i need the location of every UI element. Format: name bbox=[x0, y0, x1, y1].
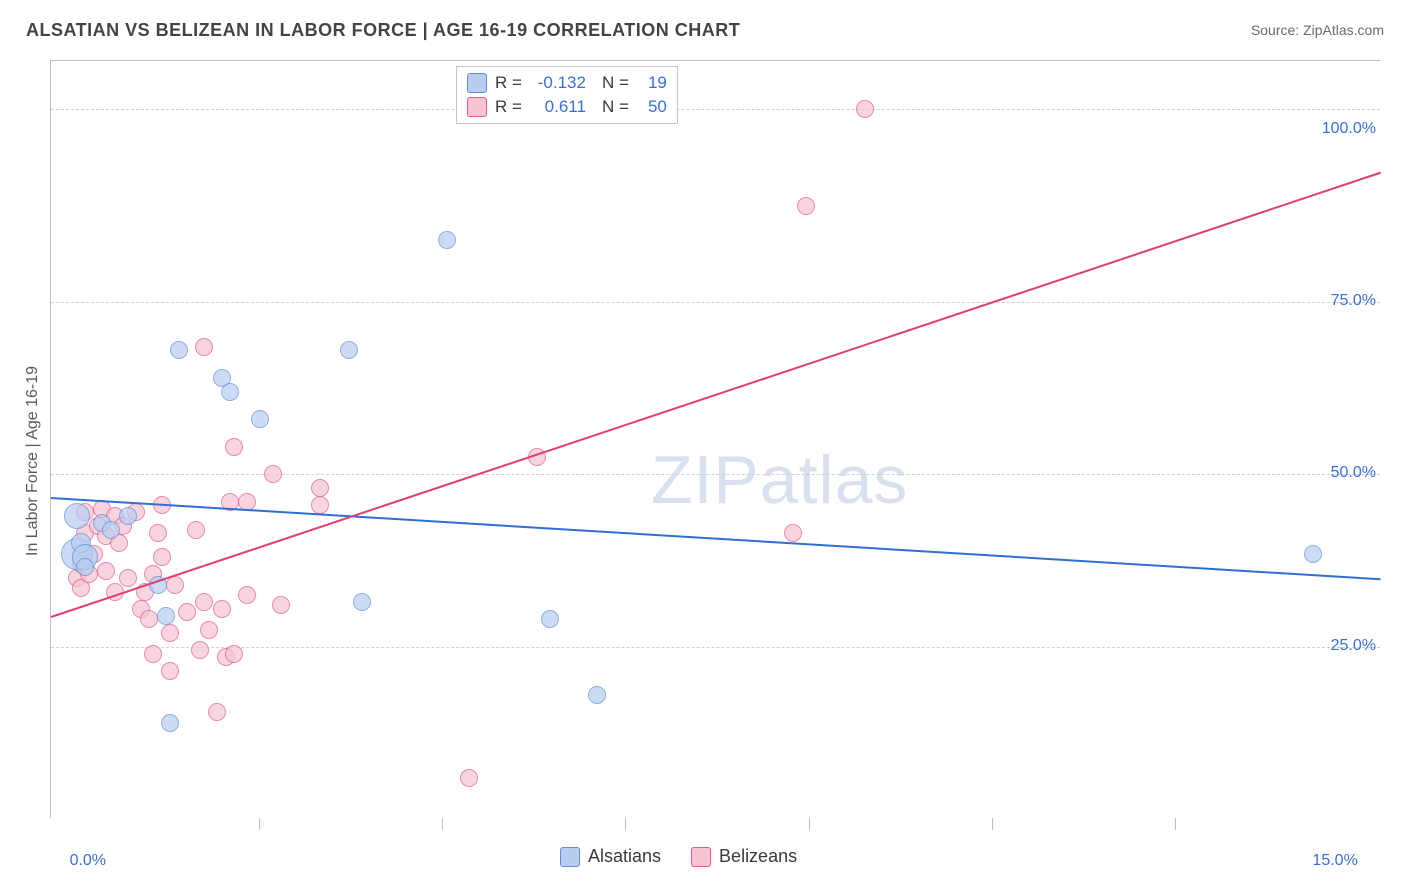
gridline bbox=[51, 109, 1380, 110]
legend-swatch bbox=[467, 97, 487, 117]
data-point bbox=[119, 507, 137, 525]
data-point bbox=[161, 662, 179, 680]
data-point bbox=[797, 197, 815, 215]
legend-swatch bbox=[467, 73, 487, 93]
data-point bbox=[161, 714, 179, 732]
data-point bbox=[272, 596, 290, 614]
x-tick bbox=[442, 818, 443, 830]
series-name: Alsatians bbox=[588, 846, 661, 867]
plot-area: ZIPatlas bbox=[50, 60, 1380, 818]
data-point bbox=[97, 562, 115, 580]
data-point bbox=[170, 341, 188, 359]
data-point bbox=[856, 100, 874, 118]
chart-title: ALSATIAN VS BELIZEAN IN LABOR FORCE | AG… bbox=[26, 20, 740, 41]
data-point bbox=[264, 465, 282, 483]
n-label: N = bbox=[602, 73, 629, 93]
r-label: R = bbox=[495, 73, 522, 93]
gridline bbox=[51, 474, 1380, 475]
legend-item: Alsatians bbox=[560, 846, 661, 867]
x-tick bbox=[625, 818, 626, 830]
data-point bbox=[64, 503, 90, 529]
data-point bbox=[153, 548, 171, 566]
n-label: N = bbox=[602, 97, 629, 117]
series-name: Belizeans bbox=[719, 846, 797, 867]
source-label: Source: bbox=[1251, 22, 1303, 38]
data-point bbox=[311, 479, 329, 497]
x-tick bbox=[809, 818, 810, 830]
n-value: 50 bbox=[637, 97, 667, 117]
trend-line bbox=[51, 171, 1382, 617]
x-tick bbox=[992, 818, 993, 830]
gridline bbox=[51, 647, 1380, 648]
data-point bbox=[76, 558, 94, 576]
r-value: -0.132 bbox=[530, 73, 586, 93]
data-point bbox=[340, 341, 358, 359]
legend-row: R = -0.132 N = 19 bbox=[467, 71, 667, 95]
data-point bbox=[221, 383, 239, 401]
data-point bbox=[225, 438, 243, 456]
data-point bbox=[784, 524, 802, 542]
data-point bbox=[191, 641, 209, 659]
data-point bbox=[140, 610, 158, 628]
gridline bbox=[51, 302, 1380, 303]
n-value: 19 bbox=[637, 73, 667, 93]
data-point bbox=[438, 231, 456, 249]
y-tick-label: 50.0% bbox=[1306, 464, 1376, 482]
series-legend: Alsatians Belizeans bbox=[560, 846, 797, 867]
y-tick-label: 75.0% bbox=[1306, 292, 1376, 310]
data-point bbox=[1304, 545, 1322, 563]
legend-item: Belizeans bbox=[691, 846, 797, 867]
data-point bbox=[102, 521, 120, 539]
r-label: R = bbox=[495, 97, 522, 117]
x-tick bbox=[1175, 818, 1176, 830]
y-tick-label: 100.0% bbox=[1306, 120, 1376, 138]
trend-line bbox=[51, 497, 1381, 580]
watermark: ZIPatlas bbox=[651, 441, 908, 519]
data-point bbox=[161, 624, 179, 642]
x-tick-label: 15.0% bbox=[1312, 852, 1357, 870]
source-value: ZipAtlas.com bbox=[1303, 22, 1384, 38]
data-point bbox=[225, 645, 243, 663]
data-point bbox=[208, 703, 226, 721]
legend-row: R = 0.611 N = 50 bbox=[467, 95, 667, 119]
data-point bbox=[187, 521, 205, 539]
r-value: 0.611 bbox=[530, 97, 586, 117]
chart-container: ALSATIAN VS BELIZEAN IN LABOR FORCE | AG… bbox=[0, 0, 1406, 892]
y-axis-title: In Labor Force | Age 16-19 bbox=[24, 366, 42, 556]
x-tick bbox=[259, 818, 260, 830]
data-point bbox=[144, 645, 162, 663]
data-point bbox=[460, 769, 478, 787]
legend-swatch bbox=[691, 847, 711, 867]
data-point bbox=[311, 496, 329, 514]
data-point bbox=[200, 621, 218, 639]
legend-swatch bbox=[560, 847, 580, 867]
data-point bbox=[251, 410, 269, 428]
data-point bbox=[213, 600, 231, 618]
data-point bbox=[541, 610, 559, 628]
correlation-legend: R = -0.132 N = 19 R = 0.611 N = 50 bbox=[456, 66, 678, 124]
data-point bbox=[149, 524, 167, 542]
source-attribution: Source: ZipAtlas.com bbox=[1251, 22, 1384, 38]
data-point bbox=[238, 586, 256, 604]
data-point bbox=[588, 686, 606, 704]
y-tick-label: 25.0% bbox=[1306, 637, 1376, 655]
data-point bbox=[157, 607, 175, 625]
data-point bbox=[353, 593, 371, 611]
data-point bbox=[119, 569, 137, 587]
data-point bbox=[195, 593, 213, 611]
data-point bbox=[195, 338, 213, 356]
x-tick-label: 0.0% bbox=[70, 852, 106, 870]
data-point bbox=[178, 603, 196, 621]
